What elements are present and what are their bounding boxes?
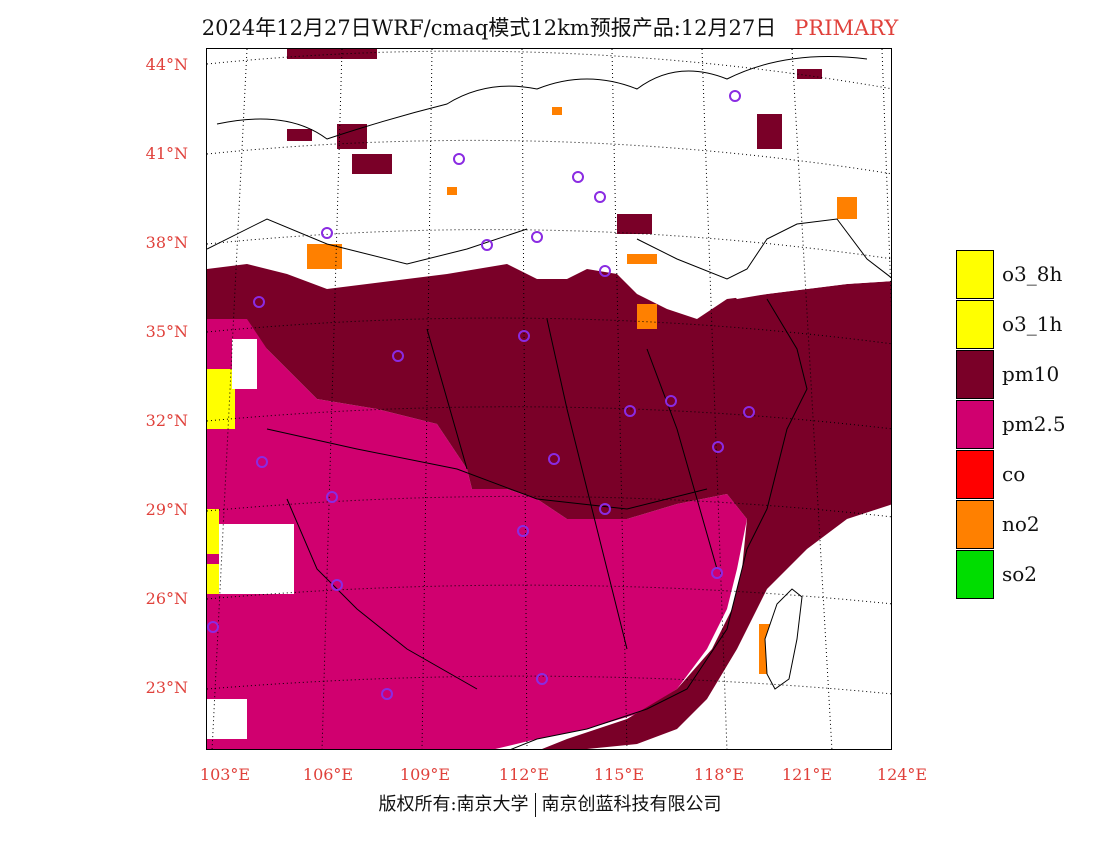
station-marker	[531, 231, 543, 243]
station-marker	[517, 525, 529, 537]
legend-label: no2	[1002, 512, 1040, 536]
lat-label: 23°N	[145, 678, 188, 697]
pm10-patch	[352, 154, 392, 174]
lat-label: 38°N	[145, 233, 188, 252]
pm10-region	[207, 264, 891, 749]
lat-label: 41°N	[145, 144, 188, 163]
map-canvas	[207, 49, 891, 749]
legend-label: co	[1002, 462, 1026, 486]
footer-separator	[534, 793, 536, 817]
lon-label: 109°E	[399, 765, 451, 784]
station-marker	[331, 579, 343, 591]
clear-area	[232, 339, 257, 389]
station-marker	[326, 491, 338, 503]
legend-item: co	[956, 449, 1066, 499]
pm10-patch	[797, 69, 822, 79]
no2-patch	[627, 254, 657, 264]
lon-label: 124°E	[876, 765, 928, 784]
no2-patch	[552, 107, 562, 115]
legend-swatch	[956, 499, 994, 549]
station-marker	[392, 350, 404, 362]
map-title: 2024年12月27日WRF/cmaq模式12km预报产品:12月27日 PRIM…	[0, 12, 1100, 42]
lon-label: 103°E	[199, 765, 251, 784]
legend-label: pm10	[1002, 362, 1060, 386]
legend-item: pm2.5	[956, 399, 1066, 449]
clear-area	[207, 699, 247, 739]
pm10-patch	[617, 214, 652, 234]
copyright-company: 南京创蓝科技有限公司	[541, 794, 722, 815]
station-marker	[572, 171, 584, 183]
lon-label: 121°E	[781, 765, 833, 784]
station-marker	[743, 406, 755, 418]
title-text: 2024年12月27日WRF/cmaq模式12km预报产品:12月27日	[201, 16, 777, 40]
station-marker	[599, 503, 611, 515]
station-marker	[599, 265, 611, 277]
station-marker	[536, 673, 548, 685]
station-marker	[253, 296, 265, 308]
clear-area	[219, 524, 294, 594]
legend-item: pm10	[956, 349, 1066, 399]
pm10-patch	[287, 49, 377, 59]
station-marker	[453, 153, 465, 165]
lon-label: 106°E	[302, 765, 354, 784]
legend: o3_8h o3_1h pm10 pm2.5 co no2 so2	[956, 249, 1066, 599]
station-marker	[665, 395, 677, 407]
legend-label: o3_1h	[1002, 312, 1063, 336]
station-marker	[256, 456, 268, 468]
station-marker	[207, 621, 219, 633]
bohai-white	[627, 49, 891, 299]
pm10-patch	[287, 129, 312, 141]
pm25-region	[207, 299, 747, 749]
lat-label: 44°N	[145, 55, 188, 74]
lat-label: 29°N	[145, 500, 188, 519]
copyright-footer: 版权所有:南京大学 南京创蓝科技有限公司	[0, 790, 1100, 817]
lat-label: 32°N	[145, 411, 188, 430]
legend-label: pm2.5	[1002, 412, 1066, 436]
station-marker	[712, 441, 724, 453]
legend-swatch	[956, 299, 994, 349]
legend-label: so2	[1002, 562, 1038, 586]
legend-label: o3_8h	[1002, 262, 1063, 286]
station-marker	[594, 191, 606, 203]
lon-label: 112°E	[498, 765, 550, 784]
lat-label: 26°N	[145, 589, 188, 608]
station-marker	[518, 330, 530, 342]
legend-swatch	[956, 399, 994, 449]
taiwan-island	[764, 588, 803, 690]
legend-swatch	[956, 249, 994, 299]
legend-item: no2	[956, 499, 1066, 549]
no2-patch	[447, 187, 457, 195]
no2-patch	[307, 244, 342, 269]
no2-patch	[637, 304, 657, 329]
legend-item: o3_8h	[956, 249, 1066, 299]
lat-label: 35°N	[145, 322, 188, 341]
copyright-owner: 版权所有:南京大学	[378, 794, 529, 815]
station-marker	[381, 688, 393, 700]
station-marker	[624, 405, 636, 417]
legend-swatch	[956, 549, 994, 599]
legend-swatch	[956, 449, 994, 499]
station-marker	[321, 227, 333, 239]
pm10-patch	[757, 114, 782, 149]
station-marker	[729, 90, 741, 102]
station-marker	[711, 567, 723, 579]
lon-label: 118°E	[693, 765, 745, 784]
lon-label: 115°E	[593, 765, 645, 784]
legend-item: o3_1h	[956, 299, 1066, 349]
station-markers	[207, 90, 755, 700]
legend-item: so2	[956, 549, 1066, 599]
legend-swatch	[956, 349, 994, 399]
station-marker	[481, 239, 493, 251]
o3-patch	[207, 509, 219, 554]
o3-patch	[207, 369, 235, 429]
map-frame	[206, 48, 892, 750]
station-marker	[548, 453, 560, 465]
no2-patch	[837, 197, 857, 219]
boundaries	[207, 56, 891, 749]
primary-tag: PRIMARY	[794, 16, 899, 40]
